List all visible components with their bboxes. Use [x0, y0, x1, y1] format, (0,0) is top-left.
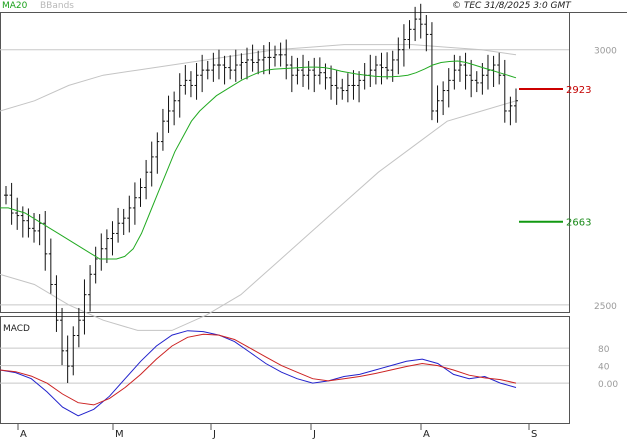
y-tick-label: 3000: [594, 47, 617, 57]
bband-lower-line: [0, 100, 517, 331]
macd-signal-line: [0, 333, 517, 406]
x-tick-label: A: [423, 429, 430, 440]
support-level-label: 2663: [566, 218, 591, 229]
legend-ma20: MA20: [2, 1, 28, 11]
resistance-level-label: 2923: [566, 85, 591, 96]
x-tick-label: S: [531, 429, 537, 440]
macd-y-tick-label: 80: [598, 345, 610, 355]
support-resistance-levels: 2923 2663: [519, 85, 591, 229]
macd-title: MACD: [3, 324, 30, 334]
macd-y-tick-label: 0.00: [598, 380, 618, 390]
chart-frame: [0, 12, 627, 424]
price-gridlines: [0, 49, 569, 306]
macd-y-tick-label: 40: [598, 363, 610, 373]
legend-bbands: BBands: [40, 1, 74, 11]
ohlc-candles: [4, 3, 518, 383]
macd-panel-border: [0, 316, 570, 424]
macd-lines: [0, 330, 517, 417]
copyright-text: © TEC 31/8/2025 3:0 GMT: [452, 1, 572, 11]
x-tick-label: A: [20, 429, 27, 440]
x-tick-label: J: [312, 429, 316, 440]
y-axis-labels: 3000 2500 80 40 0.00: [594, 47, 618, 390]
ma20-path: [0, 60, 517, 260]
macd-line: [0, 330, 517, 417]
price-panel-border: [0, 12, 570, 313]
x-tick-label: M: [115, 429, 124, 440]
y-tick-label: 2500: [594, 302, 617, 312]
macd-gridlines: [0, 347, 569, 384]
x-tick-label: J: [212, 429, 216, 440]
ma20-line: [0, 60, 517, 260]
bollinger-bands: [0, 44, 517, 331]
